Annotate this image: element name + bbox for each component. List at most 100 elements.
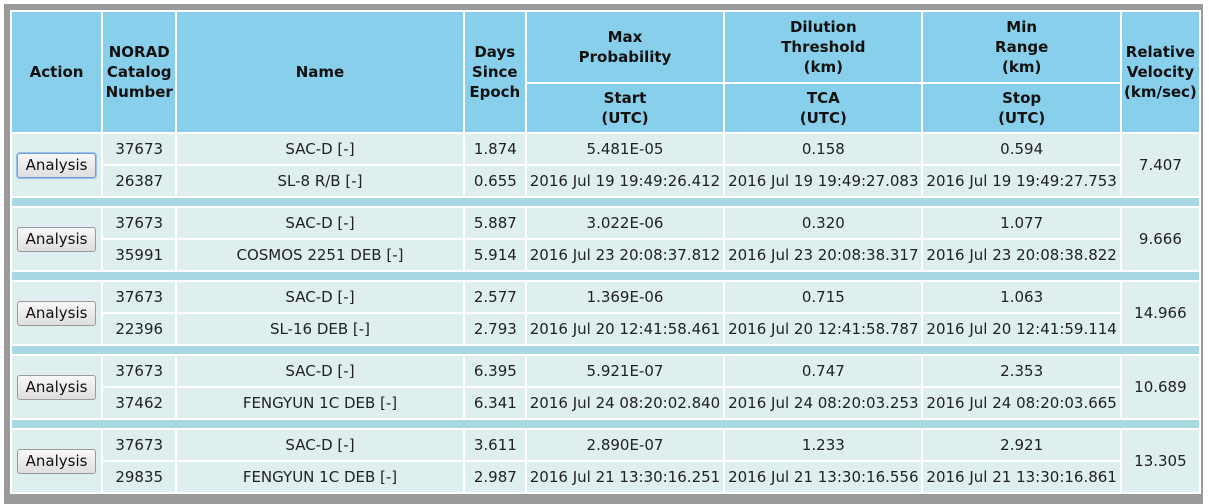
- row-separator: [12, 346, 1199, 354]
- tca-utc: 2016 Jul 21 13:30:16.556: [725, 462, 922, 492]
- header-min-range: Min Range (km): [923, 12, 1120, 82]
- action-cell: Analysis: [12, 282, 102, 344]
- action-cell: Analysis: [12, 430, 102, 492]
- primary-days: 1.874: [464, 134, 525, 164]
- table-row: 35991 COSMOS 2251 DEB [-] 5.914 2016 Jul…: [12, 240, 1199, 270]
- start-utc: 2016 Jul 24 08:20:02.840: [526, 388, 724, 418]
- relative-velocity: 10.689: [1121, 356, 1199, 418]
- action-cell: Analysis: [12, 134, 102, 196]
- start-utc: 2016 Jul 19 19:49:26.412: [526, 166, 724, 196]
- relative-velocity: 7.407: [1121, 134, 1199, 196]
- start-utc: 2016 Jul 23 20:08:37.812: [526, 240, 724, 270]
- primary-name: SAC-D [-]: [177, 134, 463, 164]
- max-probability: 3.022E-06: [526, 208, 724, 238]
- relative-velocity: 9.666: [1121, 208, 1199, 270]
- max-probability: 5.921E-07: [526, 356, 724, 386]
- primary-name: SAC-D [-]: [177, 430, 463, 460]
- row-separator: [12, 420, 1199, 428]
- primary-name: SAC-D [-]: [177, 356, 463, 386]
- tca-utc: 2016 Jul 19 19:49:27.083: [725, 166, 922, 196]
- header-relative-velocity: Relative Velocity (km/sec): [1121, 12, 1199, 132]
- primary-days: 3.611: [464, 430, 525, 460]
- header-tca-utc: TCA (UTC): [725, 84, 922, 132]
- secondary-days: 2.987: [464, 462, 525, 492]
- relative-velocity: 14.966: [1121, 282, 1199, 344]
- primary-name: SAC-D [-]: [177, 208, 463, 238]
- table-row: Analysis 37673 SAC-D [-] 5.887 3.022E-06…: [12, 208, 1199, 270]
- header-dilution-threshold: Dilution Threshold (km): [725, 12, 922, 82]
- secondary-days: 5.914: [464, 240, 525, 270]
- secondary-norad: 22396: [103, 314, 176, 344]
- tca-utc: 2016 Jul 23 20:08:38.317: [725, 240, 922, 270]
- secondary-name: COSMOS 2251 DEB [-]: [177, 240, 463, 270]
- dilution-threshold: 1.233: [725, 430, 922, 460]
- primary-days: 5.887: [464, 208, 525, 238]
- primary-norad: 37673: [103, 282, 176, 312]
- primary-days: 6.395: [464, 356, 525, 386]
- secondary-norad: 26387: [103, 166, 176, 196]
- stop-utc: 2016 Jul 24 08:20:03.665: [923, 388, 1120, 418]
- primary-days: 2.577: [464, 282, 525, 312]
- secondary-norad: 35991: [103, 240, 176, 270]
- start-utc: 2016 Jul 20 12:41:58.461: [526, 314, 724, 344]
- table-row: 26387 SL-8 R/B [-] 0.655 2016 Jul 19 19:…: [12, 166, 1199, 196]
- table-row: Analysis 37673 SAC-D [-] 1.874 5.481E-05…: [12, 134, 1199, 196]
- table-row: 22396 SL-16 DEB [-] 2.793 2016 Jul 20 12…: [12, 314, 1199, 344]
- table-row: Analysis 37673 SAC-D [-] 2.577 1.369E-06…: [12, 282, 1199, 344]
- dilution-threshold: 0.747: [725, 356, 922, 386]
- primary-norad: 37673: [103, 430, 176, 460]
- action-cell: Analysis: [12, 208, 102, 270]
- start-utc: 2016 Jul 21 13:30:16.251: [526, 462, 724, 492]
- secondary-name: FENGYUN 1C DEB [-]: [177, 462, 463, 492]
- tca-utc: 2016 Jul 24 08:20:03.253: [725, 388, 922, 418]
- secondary-days: 6.341: [464, 388, 525, 418]
- header-max-probability: Max Probability: [526, 12, 724, 82]
- analysis-button[interactable]: Analysis: [16, 300, 97, 326]
- secondary-norad: 37462: [103, 388, 176, 418]
- table-row: 29835 FENGYUN 1C DEB [-] 2.987 2016 Jul …: [12, 462, 1199, 492]
- relative-velocity: 13.305: [1121, 430, 1199, 492]
- action-cell: Analysis: [12, 356, 102, 418]
- min-range: 2.353: [923, 356, 1120, 386]
- primary-name: SAC-D [-]: [177, 282, 463, 312]
- max-probability: 2.890E-07: [526, 430, 724, 460]
- max-probability: 1.369E-06: [526, 282, 724, 312]
- secondary-days: 0.655: [464, 166, 525, 196]
- row-separator: [12, 272, 1199, 280]
- conjunction-table: Action NORAD Catalog Number Name Days Since…: [10, 10, 1201, 494]
- analysis-button[interactable]: Analysis: [16, 448, 97, 474]
- secondary-days: 2.793: [464, 314, 525, 344]
- stop-utc: 2016 Jul 19 19:49:27.753: [923, 166, 1120, 196]
- tca-utc: 2016 Jul 20 12:41:58.787: [725, 314, 922, 344]
- header-norad: NORAD Catalog Number: [103, 12, 176, 132]
- dilution-threshold: 0.158: [725, 134, 922, 164]
- analysis-button[interactable]: Analysis: [16, 374, 97, 400]
- header-start-utc: Start (UTC): [526, 84, 724, 132]
- analysis-button[interactable]: Analysis: [16, 226, 97, 252]
- secondary-name: SL-16 DEB [-]: [177, 314, 463, 344]
- table-row: Analysis 37673 SAC-D [-] 6.395 5.921E-07…: [12, 356, 1199, 418]
- table-row: 37462 FENGYUN 1C DEB [-] 6.341 2016 Jul …: [12, 388, 1199, 418]
- secondary-name: FENGYUN 1C DEB [-]: [177, 388, 463, 418]
- row-separator: [12, 198, 1199, 206]
- primary-norad: 37673: [103, 208, 176, 238]
- secondary-norad: 29835: [103, 462, 176, 492]
- min-range: 0.594: [923, 134, 1120, 164]
- header-days-since-epoch: Days Since Epoch: [464, 12, 525, 132]
- min-range: 1.063: [923, 282, 1120, 312]
- primary-norad: 37673: [103, 356, 176, 386]
- analysis-button[interactable]: Analysis: [16, 152, 97, 178]
- max-probability: 5.481E-05: [526, 134, 724, 164]
- stop-utc: 2016 Jul 23 20:08:38.822: [923, 240, 1120, 270]
- dilution-threshold: 0.320: [725, 208, 922, 238]
- header-action: Action: [12, 12, 102, 132]
- min-range: 2.921: [923, 430, 1120, 460]
- dilution-threshold: 0.715: [725, 282, 922, 312]
- min-range: 1.077: [923, 208, 1120, 238]
- table-row: Analysis 37673 SAC-D [-] 3.611 2.890E-07…: [12, 430, 1199, 492]
- primary-norad: 37673: [103, 134, 176, 164]
- header-name: Name: [177, 12, 463, 132]
- header-stop-utc: Stop (UTC): [923, 84, 1120, 132]
- stop-utc: 2016 Jul 20 12:41:59.114: [923, 314, 1120, 344]
- secondary-name: SL-8 R/B [-]: [177, 166, 463, 196]
